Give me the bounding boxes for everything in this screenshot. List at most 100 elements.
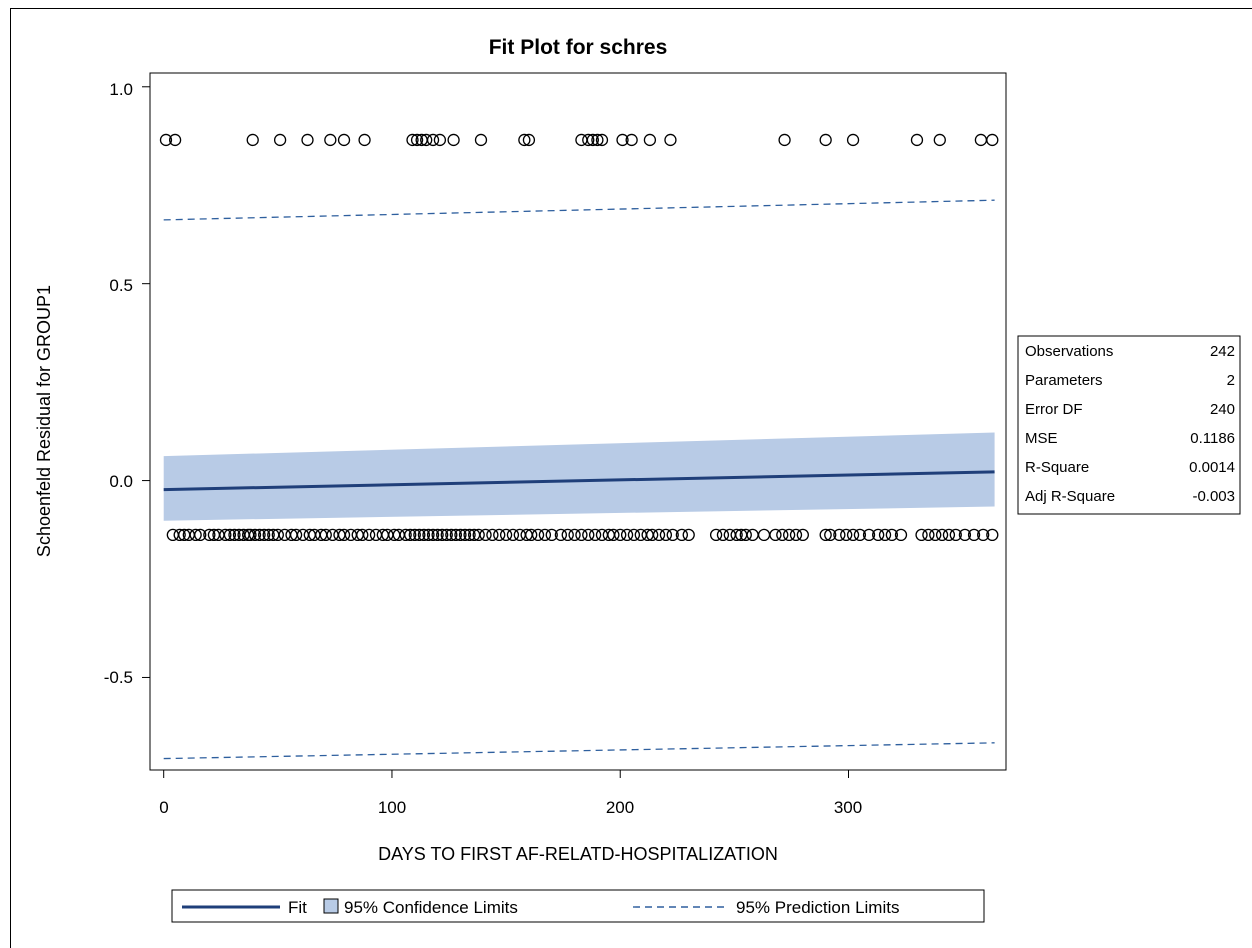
y-tick-label: 1.0 [109,80,133,99]
data-point [518,133,531,147]
data-point [493,528,506,542]
data-point [454,528,467,542]
data-point [244,528,257,542]
stat-value: 0.0014 [1189,459,1235,476]
data-point [463,528,476,542]
data-point [538,528,552,542]
data-point [824,528,837,542]
data-point [440,528,453,542]
data-point [967,528,981,542]
stat-label: R-Square [1025,459,1089,476]
data-point [404,528,417,542]
data-point [949,528,962,542]
data-point [625,133,638,147]
data-point [846,133,860,147]
data-point [499,528,513,542]
data-point [942,528,956,542]
data-point [846,528,860,542]
figure-frame [10,8,1252,948]
data-point [739,528,752,542]
data-point [582,528,595,542]
axis-ticks [142,86,849,778]
data-point [472,528,485,542]
stat-value: 242 [1210,343,1235,360]
data-point [716,528,730,542]
data-point [595,133,609,147]
x-tick-label: 0 [159,798,168,817]
data-point [324,133,337,147]
data-point [568,528,581,542]
data-point [417,528,431,542]
data-point [894,528,908,542]
data-point [337,528,351,542]
data-point [878,528,892,542]
data-point [433,133,447,147]
data-point [591,133,604,147]
data-point [479,528,492,542]
fit-line [163,470,995,492]
x-tick-label: 100 [378,798,406,817]
data-point [627,528,641,542]
data-point [620,528,634,542]
data-point [652,528,666,542]
data-point [408,528,421,542]
upper-prediction-limit [163,199,995,221]
data-point [935,528,949,542]
data-point [358,133,371,147]
data-point [449,528,463,542]
data-point [575,528,588,542]
confidence-band-layer [163,432,995,521]
data-point [458,528,472,542]
data-point [958,528,972,542]
data-point [422,528,435,542]
data-point [319,528,332,542]
data-point [525,528,538,542]
data-point [862,528,876,542]
data-point [248,528,262,542]
legend-prediction-label: 95% Prediction Limits [736,898,899,917]
data-point [586,133,599,147]
chart-legend: Fit 95% Confidence Limits 95% Prediction… [171,889,985,923]
y-tick-labels: -0.5 0.0 0.5 1.0 [104,80,133,687]
data-point [675,528,689,542]
data-point [554,528,568,542]
data-point [796,528,809,542]
data-point [289,528,303,542]
data-point [426,528,440,542]
y-tick-label: -0.5 [104,668,133,687]
data-point [782,528,796,542]
legend-fit-label: Fit [288,898,307,917]
data-point [977,528,990,542]
data-point [922,528,935,542]
prediction-limits-layer [163,199,995,760]
data-point [659,528,673,542]
data-point [819,133,832,147]
data-point [769,528,782,542]
data-point [168,133,182,147]
data-point [486,528,499,542]
data-point [474,133,488,147]
data-point [853,528,867,542]
data-point [253,528,266,542]
data-point [246,133,259,147]
data-point [436,528,449,542]
data-point [273,133,287,147]
data-point [778,133,791,147]
data-point [203,528,216,542]
stat-label: Parameters [1025,372,1103,389]
data-point [445,528,458,542]
data-point [614,528,627,542]
data-point [588,528,602,542]
stat-label: Observations [1025,343,1113,360]
data-point [682,528,695,542]
data-point [337,133,351,147]
x-axis-label: DAYS TO FIRST AF-RELATD-HOSPITALIZATION [378,844,778,864]
data-point [929,528,942,542]
data-point [643,133,657,147]
data-point [228,528,241,542]
legend-confidence-swatch [323,898,339,914]
data-point [776,528,789,542]
data-point [730,528,743,542]
data-point [522,133,536,147]
data-point [531,528,545,542]
